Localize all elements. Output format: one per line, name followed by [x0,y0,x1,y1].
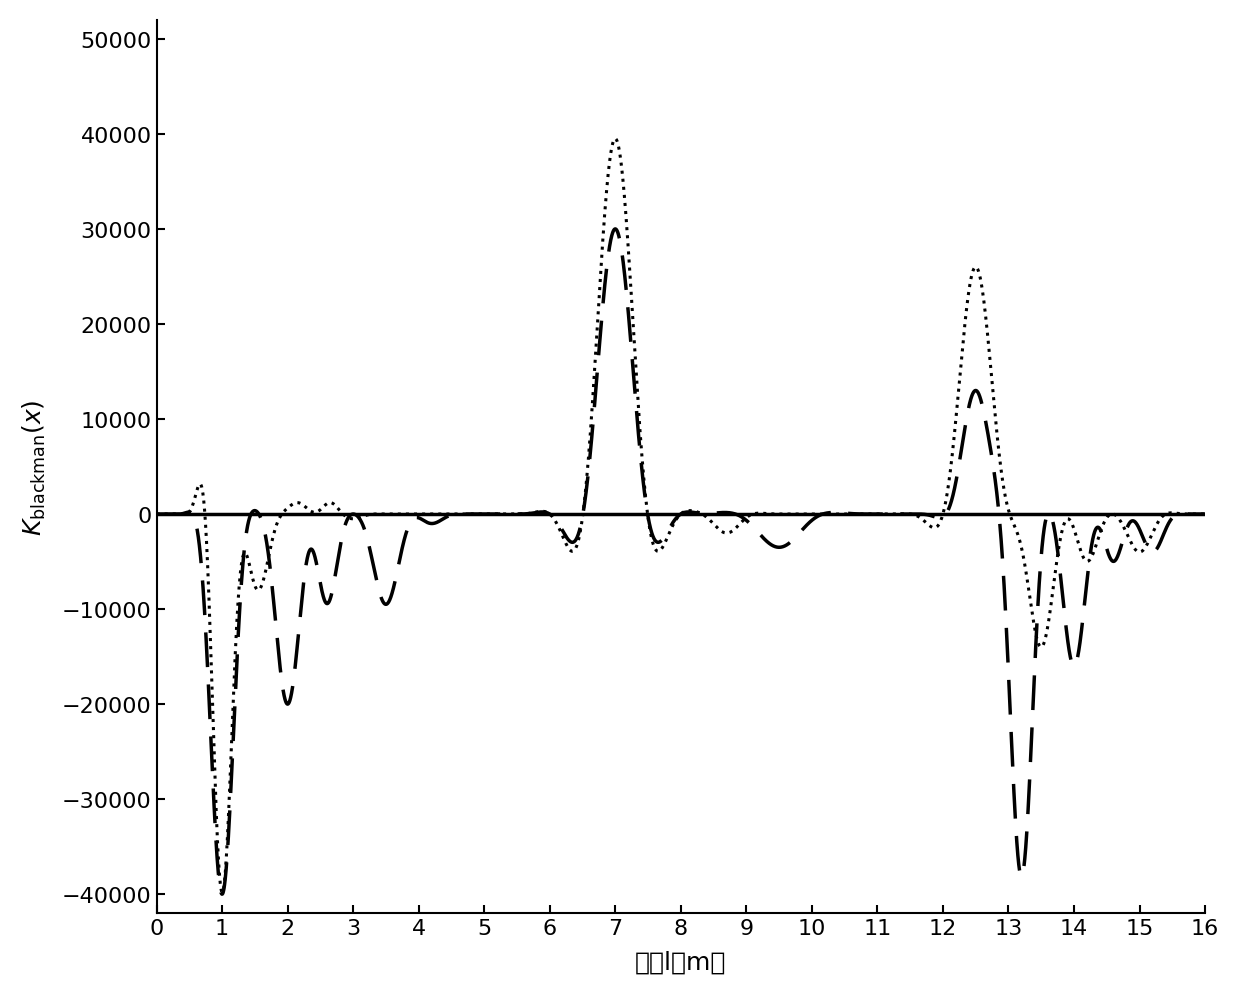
X-axis label: 距离l（m）: 距离l（m） [635,949,727,973]
Y-axis label: $K_{\mathrm{blackman}}(x)$: $K_{\mathrm{blackman}}(x)$ [21,399,48,535]
